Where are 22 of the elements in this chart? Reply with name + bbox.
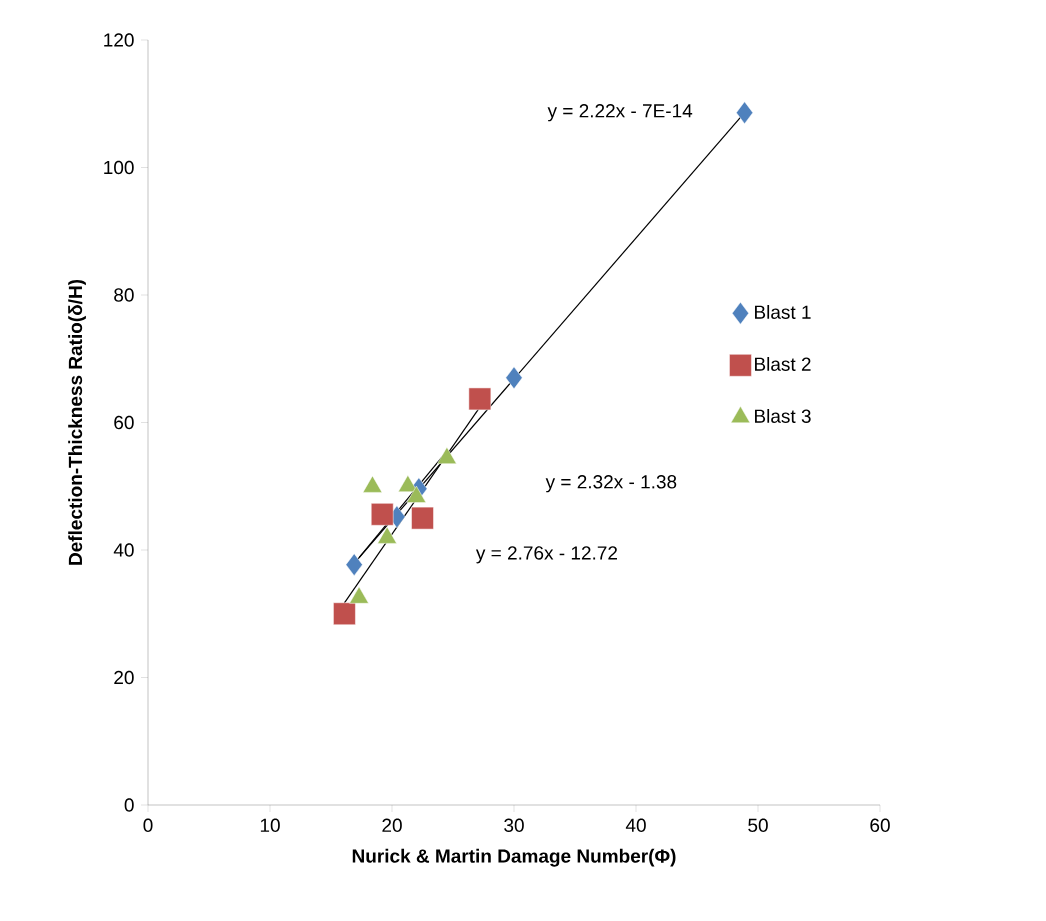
y-tick-label: 100 xyxy=(104,160,134,175)
x-tick-label: 10 xyxy=(260,818,280,832)
legend-label: Blast 1 xyxy=(755,304,811,319)
annotation: y = 2.22x - 7E-14 xyxy=(547,104,693,122)
x-tick-label: 60 xyxy=(870,818,890,832)
x-tick-label: 50 xyxy=(748,818,768,832)
x-tick-label: 30 xyxy=(504,818,524,832)
x-tick-label: 40 xyxy=(625,818,646,832)
y-axis-title: Deflection-Thickness Ratio(δ/H) xyxy=(68,279,86,565)
x-tick-label: 20 xyxy=(382,818,402,832)
y-tick-label: 40 xyxy=(113,543,134,557)
legend-label: Blast 2 xyxy=(755,356,811,371)
x-tick-label: 0 xyxy=(143,818,153,832)
y-tick-label: 60 xyxy=(114,415,134,430)
x-axis-title: Nurick & Martin Damage Number(Φ) xyxy=(352,848,676,867)
legend-label: Blast 3 xyxy=(755,408,811,423)
y-tick-label: 20 xyxy=(114,670,134,685)
y-tick-label: 0 xyxy=(124,798,134,812)
y-tick-label: 80 xyxy=(114,288,134,302)
annotation: y = 2.32x - 1.38 xyxy=(545,475,677,493)
y-tick-label: 120 xyxy=(104,33,134,47)
annotation: y = 2.76x - 12.72 xyxy=(475,546,617,564)
